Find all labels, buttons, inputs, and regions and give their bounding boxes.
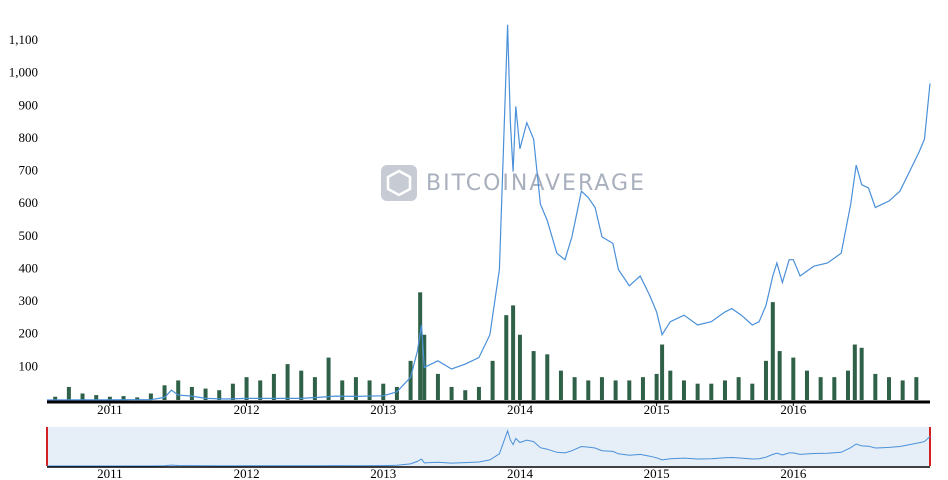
volume-bar	[545, 354, 550, 400]
volume-bar	[763, 360, 768, 400]
volume-bar	[394, 386, 399, 400]
volume-bar	[258, 380, 263, 400]
volume-bar	[381, 383, 386, 400]
volume-bar	[121, 396, 126, 400]
volume-bar	[408, 360, 413, 400]
y-tick-label: 700	[19, 163, 39, 178]
volume-bar	[476, 386, 481, 400]
volume-bar	[511, 305, 516, 400]
volume-bar	[832, 377, 837, 400]
volume-bar	[490, 360, 495, 400]
volume-bar	[148, 393, 153, 400]
volume-bar	[94, 395, 99, 400]
volume-bar	[517, 334, 522, 400]
watermark: BITCOINAVERAGE	[426, 171, 646, 196]
y-tick-label: 900	[19, 97, 39, 112]
volume-bar	[531, 351, 536, 400]
volume-bar	[873, 373, 878, 400]
y-tick-label: 600	[19, 195, 39, 210]
volume-bar	[886, 377, 891, 400]
volume-bar	[312, 377, 317, 400]
volume-bar	[418, 292, 423, 400]
navigator-tick-label: 2014	[507, 466, 534, 480]
volume-bar	[107, 396, 112, 400]
volume-bar	[613, 380, 618, 400]
volume-bar	[770, 302, 775, 400]
volume-bar	[504, 315, 509, 400]
y-tick-label: 400	[19, 260, 39, 275]
volume-bar	[162, 385, 167, 400]
volume-bar	[189, 386, 194, 400]
volume-bar	[80, 393, 85, 400]
volume-bar	[285, 364, 290, 400]
volume-bar	[271, 373, 276, 400]
y-tick-label: 800	[19, 130, 39, 145]
volume-bar	[660, 344, 665, 400]
volume-bar	[804, 370, 809, 400]
watermark-logo	[381, 165, 417, 201]
volume-bar	[654, 373, 659, 400]
volume-bar	[463, 390, 468, 400]
volume-bar	[777, 351, 782, 400]
navigator-line	[47, 429, 931, 467]
x-tick-label: 2014	[507, 402, 534, 417]
volume-bar	[640, 377, 645, 400]
volume-bar	[435, 373, 440, 400]
volume-bar	[572, 377, 577, 400]
y-tick-label: 1,000	[9, 65, 38, 80]
volume-bar	[859, 347, 864, 400]
navigator-tick-label: 2013	[370, 466, 396, 480]
volume-bar	[53, 396, 58, 400]
volume-bar	[852, 344, 857, 400]
x-tick-label: 2011	[97, 402, 123, 417]
volume-bar	[176, 380, 181, 400]
volume-bar	[230, 383, 235, 400]
x-tick-label: 2015	[644, 402, 670, 417]
navigator-tick-label: 2016	[780, 466, 807, 480]
x-tick-label: 2012	[234, 402, 260, 417]
volume-bar	[586, 380, 591, 400]
volume-bar	[558, 370, 563, 400]
navigator-tick-label: 2011	[97, 466, 123, 480]
volume-bar	[367, 380, 372, 400]
navigator-tick-label: 2015	[644, 466, 670, 480]
volume-bar	[326, 357, 331, 400]
y-tick-label: 200	[19, 326, 39, 341]
volume-bar	[900, 380, 905, 400]
volume-bar	[353, 377, 358, 400]
navigator	[47, 427, 930, 466]
x-tick-label: 2016	[780, 402, 807, 417]
navigator-tick-label: 2012	[234, 466, 260, 480]
volume-bar	[627, 380, 632, 400]
volume-bar	[299, 370, 304, 400]
volume-bar	[203, 388, 208, 400]
volume-bar	[681, 380, 686, 400]
volume-bar	[340, 380, 345, 400]
volume-bar	[599, 377, 604, 400]
volume-bar	[217, 390, 222, 400]
volume-bar	[914, 377, 919, 400]
volume-bar	[818, 377, 823, 400]
y-tick-label: 300	[19, 293, 39, 308]
volume-bar	[66, 386, 71, 400]
volume-bar	[668, 370, 673, 400]
volume-bar	[791, 357, 796, 400]
volume-bar	[722, 380, 727, 400]
volume-bar	[135, 397, 140, 400]
volume-bar	[449, 386, 454, 400]
volume-bar	[845, 370, 850, 400]
x-tick-label: 2013	[370, 402, 396, 417]
volume-bar	[695, 383, 700, 400]
volume-bar	[709, 383, 714, 400]
volume-bar	[244, 377, 249, 400]
y-tick-label: 100	[19, 358, 39, 373]
y-tick-label: 500	[19, 228, 39, 243]
volume-bar	[750, 383, 755, 400]
price-line	[46, 24, 931, 401]
volume-bar	[736, 377, 741, 400]
y-tick-label: 1,100	[9, 32, 38, 47]
